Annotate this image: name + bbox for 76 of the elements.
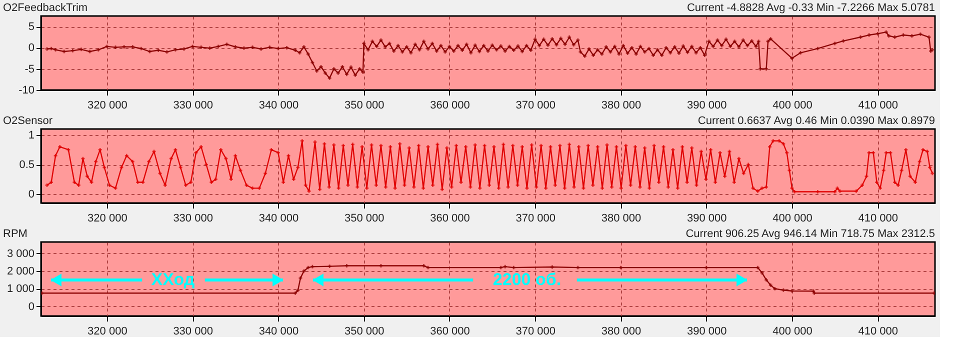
x-tick-label: 400 000 [772, 326, 812, 338]
y-tick-label: 1 000 [6, 283, 34, 296]
point [503, 264, 507, 268]
point [41, 291, 44, 295]
x-tick-label: 320 000 [88, 326, 128, 338]
line-series [41, 264, 935, 295]
point [576, 266, 580, 270]
point [328, 264, 332, 268]
point [619, 266, 622, 270]
point [499, 266, 503, 270]
x-tick-label: 390 000 [686, 212, 727, 224]
x-tick-label: 400 000 [772, 212, 812, 224]
x-tick-label: 330 000 [173, 212, 213, 224]
point [760, 271, 764, 275]
y-tick-label: 5 [28, 21, 34, 34]
x-tick-label: 330 000 [173, 326, 213, 338]
point [550, 265, 554, 269]
y-tick-label: 0 [28, 300, 34, 313]
point [768, 283, 772, 287]
x-tick-label: 350 000 [344, 212, 384, 224]
point [306, 266, 310, 270]
chart-title: O2FeedbackTrim [3, 2, 88, 14]
point [932, 291, 935, 295]
x-tick-label: 390 000 [686, 326, 727, 338]
x-tick-label: 410 000 [858, 326, 898, 338]
point [756, 266, 760, 270]
x-tick-label: 350 000 [344, 100, 384, 112]
y-tick-label: 0 [28, 42, 34, 54]
text: Current 0.6637 Avg 0.46 Min 0.0390 Max 0.8979 [698, 115, 935, 127]
point [298, 276, 302, 280]
y-tick-label: -10 [18, 84, 34, 96]
point [296, 288, 300, 292]
point [704, 266, 708, 270]
x-tick-label: 330 000 [173, 100, 213, 112]
point [302, 269, 306, 273]
point [422, 264, 426, 268]
x-tick-label: 380 000 [601, 100, 642, 112]
y-tick-label: 1 [28, 129, 34, 142]
point [426, 266, 430, 270]
x-tick-label: 370 000 [516, 100, 556, 112]
annotation: 2200 об. [492, 270, 562, 289]
x-tick-label: 350 000 [344, 326, 384, 338]
x-tick-label: 320 000 [88, 100, 128, 112]
point [512, 266, 516, 270]
point [310, 264, 314, 268]
x-tick-label: 320 000 [88, 212, 128, 224]
point [764, 278, 768, 282]
chart-title: O2Sensor [3, 115, 53, 127]
x-tick-label: 370 000 [516, 326, 556, 338]
y-tick-label: 2 000 [6, 266, 34, 278]
text: Current 906.25 Avg 946.14 Min 718.75 Max 2312.5 [686, 228, 935, 240]
point [294, 291, 298, 295]
point [782, 288, 786, 292]
annotation: ХХод [151, 270, 195, 289]
x-tick-label: 380 000 [601, 326, 642, 338]
y-tick-label: 0 [28, 188, 34, 201]
point [773, 286, 777, 290]
x-tick-label: 360 000 [430, 326, 470, 338]
x-tick-label: 360 000 [430, 100, 470, 112]
text: Current -4.8828 Avg -0.33 Min -7.2266 Max 5.0781 [686, 2, 935, 14]
x-tick-label: 410 000 [858, 100, 898, 112]
y-tick-label: -5 [24, 63, 34, 76]
x-tick-label: 410 000 [858, 212, 898, 224]
x-tick-label: 390 000 [686, 100, 727, 112]
x-tick-label: 340 000 [258, 100, 299, 112]
x-tick-label: 380 000 [601, 212, 642, 224]
x-tick-label: 360 000 [430, 212, 470, 224]
chart-title: RPM [3, 228, 28, 240]
y-tick-label: 3 000 [6, 248, 34, 260]
x-tick-label: 340 000 [258, 212, 299, 224]
x-tick-label: 400 000 [772, 100, 812, 112]
point [379, 264, 383, 268]
y-tick-label: 0.5 [19, 159, 34, 172]
x-tick-label: 340 000 [258, 326, 299, 338]
point [344, 264, 348, 268]
x-tick-label: 370 000 [516, 212, 556, 224]
